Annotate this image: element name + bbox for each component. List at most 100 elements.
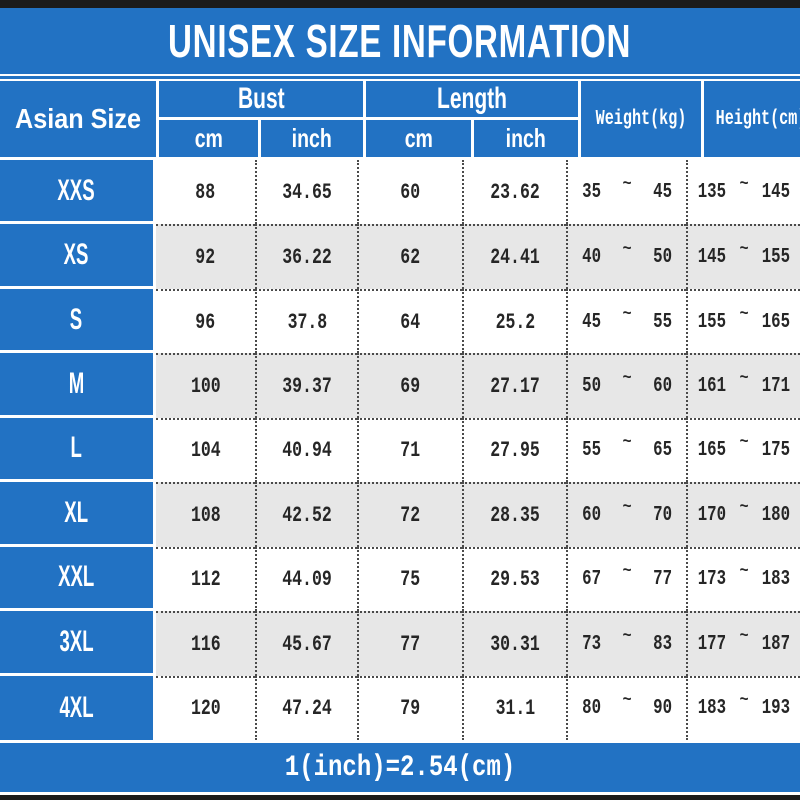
length-inch-cell: 28.35 <box>462 482 566 547</box>
weight-max-value: 70 <box>652 503 672 527</box>
tilde-symbol: ~ <box>622 174 632 194</box>
length-inch-value: 31.1 <box>495 696 535 722</box>
height-max-value: 187 <box>761 632 791 656</box>
size-label-cell: 4XL <box>0 675 156 740</box>
height-range-cell: 173 ~ 183 <box>686 546 800 612</box>
bust-inch-cell: 34.65 <box>255 160 357 225</box>
top-border-bar <box>0 0 800 8</box>
weight-range-cell: 80 ~ 90 <box>566 675 686 740</box>
height-min-value: 165 <box>697 439 727 463</box>
tilde-symbol: ~ <box>739 433 749 453</box>
length-cm-cell: 62 <box>357 224 462 289</box>
tilde-symbol: ~ <box>622 304 632 324</box>
tilde-symbol: ~ <box>622 626 632 646</box>
col-header-weight: Weight(kg) <box>581 81 701 157</box>
tilde-symbol: ~ <box>622 433 632 453</box>
length-cm-value: 71 <box>400 438 421 464</box>
length-inch-value: 28.35 <box>490 502 540 528</box>
bust-cm-cell: 88 <box>156 160 255 225</box>
length-inch-cell: 25.2 <box>462 288 566 354</box>
height-max-value: 183 <box>761 568 791 592</box>
weight-range-cell: 73 ~ 83 <box>566 611 686 676</box>
col-header-asian-size-label: Asian Size <box>14 103 142 134</box>
size-label: XL <box>64 495 89 529</box>
bust-cm-cell: 120 <box>156 675 255 740</box>
height-max-value: 145 <box>761 180 791 204</box>
weight-min-value: 45 <box>582 310 602 334</box>
height-min-value: 135 <box>697 180 727 204</box>
weight-max-value: 50 <box>652 246 672 270</box>
bust-cm-value: 112 <box>190 567 221 593</box>
bust-cm-value: 92 <box>195 245 216 271</box>
size-label-cell: S <box>0 288 156 354</box>
weight-min-value: 40 <box>582 246 602 270</box>
height-range-cell: 177 ~ 187 <box>686 611 800 676</box>
bust-inch-cell: 37.8 <box>255 288 357 354</box>
height-range-cell: 161 ~ 171 <box>686 353 800 418</box>
bust-cm-value: 100 <box>190 374 221 400</box>
length-cm-cell: 71 <box>357 417 462 483</box>
length-inch-value: 25.2 <box>495 309 535 335</box>
bust-cm-cell: 108 <box>156 482 255 547</box>
size-label: 3XL <box>59 624 94 658</box>
size-label-cell: 3XL <box>0 611 156 676</box>
size-label-cell: XS <box>0 224 156 289</box>
bust-inch-cell: 42.52 <box>255 482 357 547</box>
bust-inch-value: 47.24 <box>282 696 332 722</box>
length-cm-value: 79 <box>400 696 421 722</box>
length-inch-cell: 27.95 <box>462 417 566 483</box>
height-min-value: 145 <box>697 246 727 270</box>
height-max-value: 165 <box>761 310 791 334</box>
height-range-cell: 165 ~ 175 <box>686 417 800 483</box>
bust-inch-cell: 45.67 <box>255 611 357 676</box>
weight-range-cell: 67 ~ 77 <box>566 546 686 612</box>
bust-cm-cell: 92 <box>156 224 255 289</box>
bust-inch-cell: 36.22 <box>255 224 357 289</box>
length-inch-cell: 24.41 <box>462 224 566 289</box>
bust-cm-cell: 116 <box>156 611 255 676</box>
length-cm-value: 64 <box>400 309 421 335</box>
tilde-symbol: ~ <box>622 691 632 711</box>
bust-inch-value: 44.09 <box>282 567 332 593</box>
weight-max-value: 90 <box>652 697 672 721</box>
col-header-length-inch-label: inch <box>505 123 547 153</box>
size-label-cell: XL <box>0 482 156 547</box>
weight-min-value: 67 <box>582 568 602 592</box>
tilde-symbol: ~ <box>622 240 632 260</box>
title-bar: UNISEX SIZE INFORMATION <box>0 8 800 74</box>
size-label-cell: L <box>0 417 156 483</box>
bust-inch-value: 34.65 <box>282 179 332 205</box>
tilde-symbol: ~ <box>739 497 749 517</box>
length-inch-cell: 29.53 <box>462 546 566 612</box>
tilde-symbol: ~ <box>739 562 749 582</box>
bottom-border-bar <box>0 795 800 800</box>
weight-range-cell: 50 ~ 60 <box>566 353 686 418</box>
weight-max-value: 65 <box>652 439 672 463</box>
table-row: 3XL 116 45.67 77 30.31 73 ~ 83 177 ~ <box>0 611 800 676</box>
weight-range-cell: 55 ~ 65 <box>566 417 686 483</box>
bust-cm-cell: 96 <box>156 288 255 354</box>
bust-inch-value: 37.8 <box>287 309 327 335</box>
length-cm-value: 69 <box>400 374 421 400</box>
bust-cm-value: 116 <box>190 631 221 657</box>
length-cm-value: 75 <box>400 567 421 593</box>
conversion-note: 1(inch)=2.54(cm) <box>284 750 516 785</box>
table-row: 4XL 120 47.24 79 31.1 80 ~ 90 183 ~ <box>0 675 800 740</box>
col-header-length-inch: inch <box>474 120 578 157</box>
table-body: XXS 88 34.65 60 23.62 35 ~ 45 135 ~ <box>0 160 800 740</box>
height-min-value: 170 <box>697 503 727 527</box>
height-max-value: 175 <box>761 439 791 463</box>
footer-bottom-gap <box>0 792 800 795</box>
size-label: L <box>70 431 83 465</box>
bust-inch-cell: 40.94 <box>255 417 357 483</box>
col-header-weight-label: Weight(kg) <box>595 107 687 131</box>
title-divider <box>0 74 800 81</box>
tilde-symbol: ~ <box>622 562 632 582</box>
length-inch-value: 24.41 <box>490 245 540 271</box>
table-header: Asian Size Bust Length Weight(kg) Height… <box>0 81 800 160</box>
page-title: UNISEX SIZE INFORMATION <box>168 15 632 67</box>
length-cm-cell: 69 <box>357 353 462 418</box>
col-header-bust-inch-label: inch <box>291 123 333 153</box>
length-cm-cell: 75 <box>357 546 462 612</box>
